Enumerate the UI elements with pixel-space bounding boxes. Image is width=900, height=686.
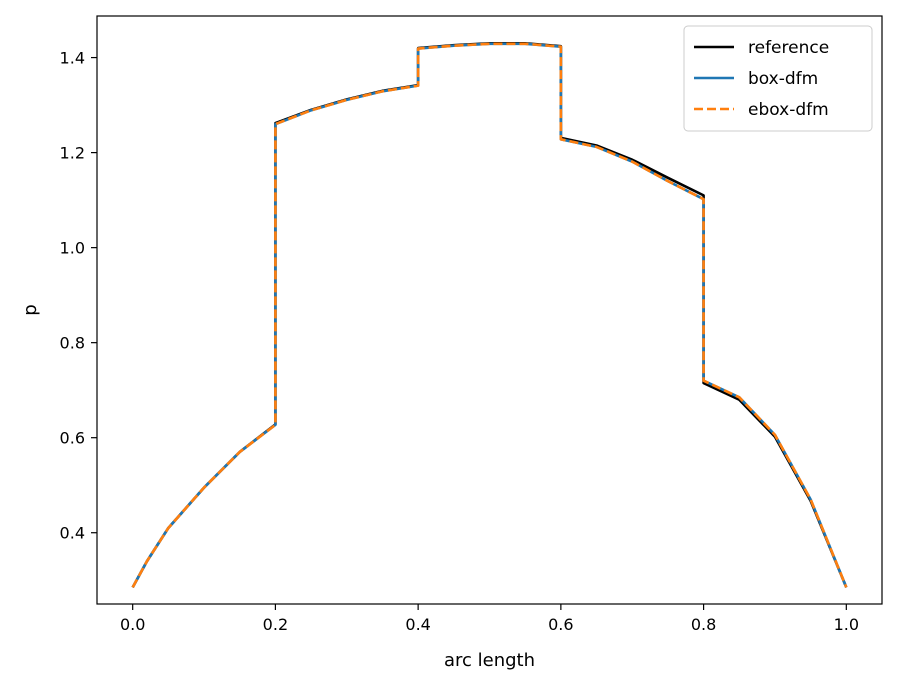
- x-tick-label: 0.8: [691, 615, 716, 634]
- y-axis-label: p: [20, 304, 41, 315]
- legend-label-reference: reference: [748, 38, 829, 58]
- x-tick-label: 0.6: [548, 615, 573, 634]
- legend-label-ebox-dfm: ebox-dfm: [748, 100, 829, 120]
- x-tick-label: 1.0: [834, 615, 859, 634]
- x-axis-ticks: 0.0 0.2 0.4 0.6 0.8 1.0: [120, 604, 859, 634]
- y-tick-label: 1.4: [60, 49, 85, 68]
- y-tick-label: 1.0: [60, 239, 85, 258]
- series-line-ebox-dfm: [131, 42, 848, 588]
- x-tick-label: 0.0: [120, 615, 145, 634]
- axes-frame: [96, 15, 883, 605]
- legend-label-box-dfm: box-dfm: [748, 69, 818, 89]
- plot-area: [96, 15, 883, 605]
- x-tick-label: 0.4: [405, 615, 430, 634]
- legend: reference box-dfm ebox-dfm: [683, 25, 873, 132]
- y-axis-ticks: 0.4 0.6 0.8 1.0 1.2 1.4: [60, 49, 97, 543]
- y-tick-label: 0.6: [60, 429, 85, 448]
- y-tick-label: 0.8: [60, 334, 85, 353]
- y-tick-label: 1.2: [60, 144, 85, 163]
- y-tick-label: 0.4: [60, 524, 85, 543]
- legend-box: [683, 25, 873, 132]
- x-tick-label: 0.2: [263, 615, 288, 634]
- series-layer: [131, 42, 848, 588]
- x-axis-label: arc length: [444, 650, 535, 671]
